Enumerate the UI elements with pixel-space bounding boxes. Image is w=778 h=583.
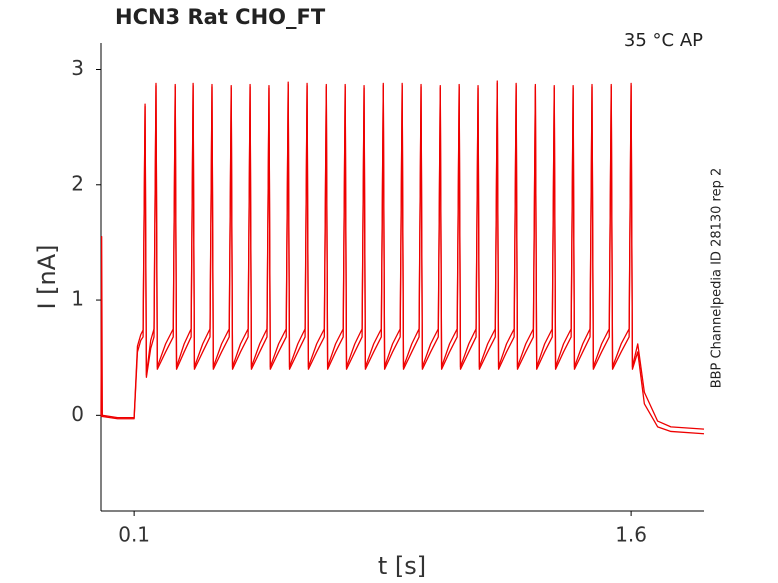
y-tick-label: 0 (71, 402, 84, 426)
x-tick-label: 0.1 (118, 523, 150, 547)
annotation: 35 °C AP (624, 30, 703, 51)
annotation: BBP Channelpedia ID 28130 rep 2 (710, 168, 725, 389)
x-tick-label: 1.6 (615, 523, 647, 547)
trace-line (100, 82, 705, 435)
y-tick-label: 2 (71, 171, 84, 195)
y-axis-label: I [nA] (33, 244, 61, 309)
y-tick-label: 1 (71, 287, 84, 311)
y-tick-label: 3 (71, 56, 84, 80)
chart-title: HCN3 Rat CHO_FT (115, 5, 326, 29)
x-axis-label: t [s] (378, 552, 426, 580)
